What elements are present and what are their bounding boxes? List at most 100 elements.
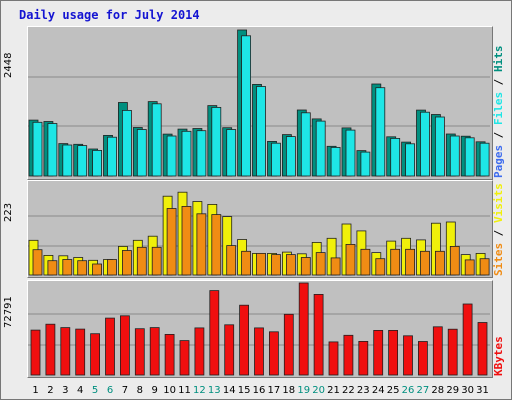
kbytes-bar-kbytes-day-25 [388, 329, 399, 376]
day-label-16: 16 [253, 385, 266, 396]
hits-bar-files-day-2 [47, 123, 58, 177]
hits-bar-files-day-28 [434, 116, 445, 177]
visits-bar-sites-day-11 [181, 205, 192, 276]
visits-bar-sites-day-30 [464, 259, 475, 276]
day-label-4: 4 [77, 385, 83, 396]
day-label-20: 20 [312, 385, 325, 396]
visits-bar-sites-day-5 [92, 263, 102, 276]
day-label-15: 15 [238, 385, 251, 396]
hits-bar-files-day-19 [300, 112, 311, 177]
visits-bar-sites-day-27 [420, 250, 430, 276]
visits-bar-sites-day-29 [449, 245, 460, 276]
hits-bar-files-day-11 [181, 130, 192, 177]
hits-bar-files-day-14 [226, 129, 237, 177]
day-label-19: 19 [297, 385, 310, 396]
visits-bar-sites-day-1 [32, 249, 43, 276]
visits-bar-sites-day-6 [107, 259, 117, 276]
day-label-10: 10 [163, 385, 176, 396]
visits-bar-sites-day-22 [345, 243, 356, 276]
visits-bar-sites-day-8 [136, 246, 147, 276]
day-label-14: 14 [223, 385, 236, 396]
kbytes-bar-kbytes-day-17 [268, 331, 279, 376]
kbytes-bar-kbytes-day-29 [447, 328, 458, 376]
visits-bar-sites-day-17 [271, 254, 281, 276]
hits-bar-files-day-4 [77, 145, 88, 177]
hits-bar-files-day-5 [92, 149, 102, 177]
day-label-2: 2 [47, 385, 53, 396]
day-label-28: 28 [431, 385, 444, 396]
hits-bar-files-day-1 [32, 121, 43, 177]
visits-bar-sites-day-25 [390, 248, 401, 276]
kbytes-bar-kbytes-day-22 [343, 334, 354, 376]
visits-bar-sites-day-3 [62, 259, 73, 276]
visits-bar-sites-day-23 [360, 248, 371, 276]
hits-bar-files-day-6 [107, 136, 117, 177]
day-label-25: 25 [387, 385, 400, 396]
visits-bar-sites-day-13 [211, 214, 222, 276]
day-label-6: 6 [107, 385, 113, 396]
kbytes-bar-kbytes-day-21 [328, 341, 339, 376]
day-label-11: 11 [178, 385, 191, 396]
kbytes-bar-kbytes-day-10 [164, 333, 175, 376]
hits-bar-files-day-8 [136, 129, 147, 177]
visits-bar-sites-day-9 [151, 246, 162, 276]
visits-bar-sites-day-19 [300, 257, 311, 276]
visits-bar-sites-day-31 [479, 258, 490, 276]
day-label-1: 1 [32, 385, 38, 396]
day-label-18: 18 [282, 385, 295, 396]
day-label-23: 23 [357, 385, 370, 396]
day-label-22: 22 [342, 385, 355, 396]
day-label-29: 29 [446, 385, 459, 396]
kbytes-bar-kbytes-day-3 [60, 327, 71, 376]
day-label-27: 27 [417, 385, 430, 396]
kbytes-bar-kbytes-day-24 [373, 329, 384, 376]
hits-bar-files-day-17 [271, 142, 281, 177]
hits-bar-files-day-26 [405, 143, 416, 177]
hits-bar-files-day-13 [211, 107, 222, 177]
hits-bar-files-day-30 [464, 137, 475, 177]
day-label-30: 30 [461, 385, 474, 396]
hits-bar-files-day-18 [285, 136, 296, 177]
kbytes-bar-kbytes-day-13 [209, 290, 220, 376]
hits-bar-files-day-9 [151, 103, 162, 177]
hits-bar-files-day-15 [241, 35, 252, 177]
kbytes-bar-kbytes-day-26 [403, 335, 413, 376]
kbytes-bar-kbytes-day-2 [45, 323, 56, 376]
hits-bar-files-day-25 [390, 137, 401, 177]
kbytes-bar-kbytes-day-12 [194, 327, 205, 376]
kbytes-bar-kbytes-day-31 [477, 322, 488, 376]
hits-bar-files-day-3 [62, 144, 73, 177]
day-label-7: 7 [122, 385, 128, 396]
kbytes-bar-kbytes-day-19 [298, 282, 309, 376]
kbytes-bar-kbytes-day-4 [75, 328, 86, 376]
kbytes-bar-kbytes-day-9 [149, 327, 160, 376]
day-label-31: 31 [476, 385, 489, 396]
hits-bar-files-day-16 [256, 86, 266, 177]
visits-bar-sites-day-26 [405, 248, 416, 276]
kbytes-bar-kbytes-day-28 [432, 326, 443, 376]
day-label-24: 24 [372, 385, 385, 396]
kbytes-bar-kbytes-day-6 [105, 317, 115, 376]
hits-bar-files-day-27 [420, 111, 430, 177]
day-label-17: 17 [268, 385, 281, 396]
hits-bar-files-day-24 [375, 87, 386, 177]
hits-bar-files-day-31 [479, 142, 490, 177]
kbytes-bar-kbytes-day-7 [120, 315, 130, 376]
hits-bar-files-day-29 [449, 135, 460, 177]
hits-bar-files-day-12 [196, 130, 207, 177]
day-label-13: 13 [208, 385, 221, 396]
visits-bar-sites-day-18 [285, 254, 296, 276]
chart-title: Daily usage for July 2014 [19, 8, 200, 22]
visits-bar-sites-day-21 [330, 257, 341, 276]
day-label-3: 3 [62, 385, 68, 396]
hits-bar-files-day-20 [315, 120, 326, 177]
visits-bar-sites-day-28 [434, 250, 445, 276]
hits-bar-files-day-10 [166, 135, 177, 177]
kbytes-bar-kbytes-day-14 [224, 324, 235, 376]
kbytes-bar-kbytes-day-15 [239, 304, 250, 376]
kbytes-bar-kbytes-day-27 [417, 341, 428, 376]
day-label-21: 21 [327, 385, 340, 396]
kbytes-bar-kbytes-day-16 [254, 327, 264, 376]
kbytes-bar-kbytes-day-5 [90, 333, 100, 376]
